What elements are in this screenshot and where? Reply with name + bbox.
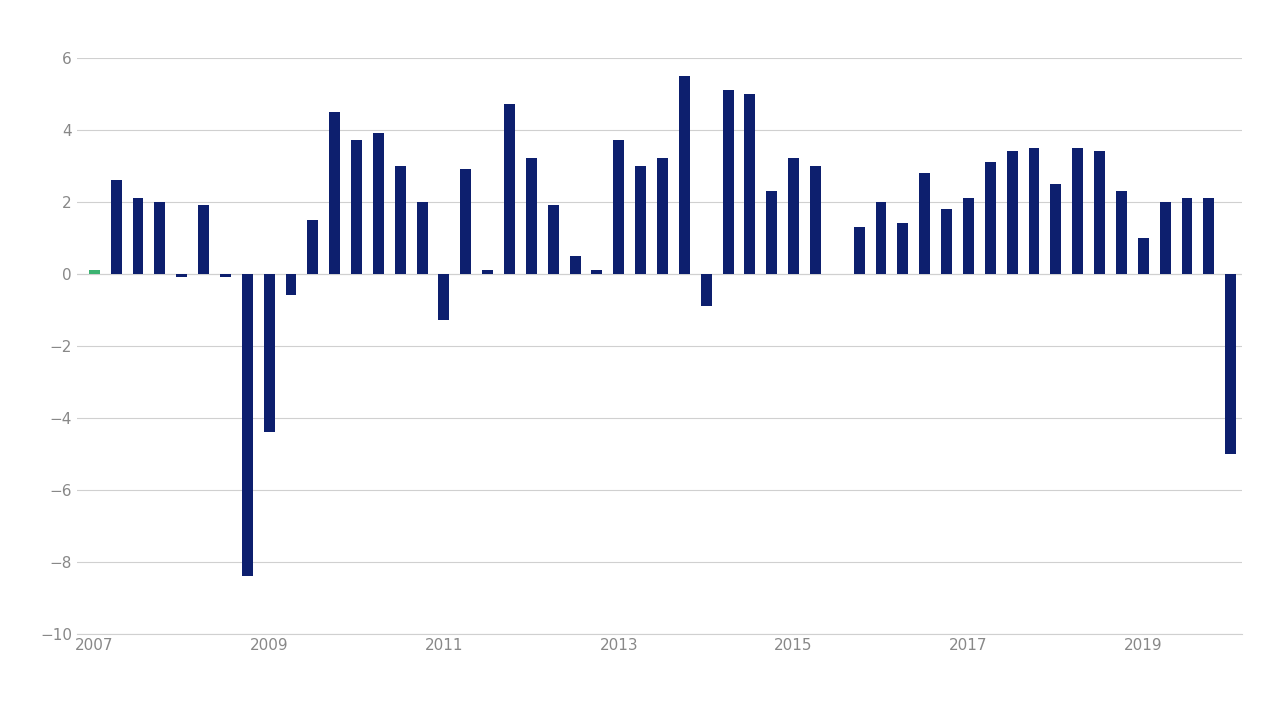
Bar (177, 274, 187, 277)
Bar (591, 270, 603, 274)
Bar (264, 274, 275, 432)
Bar (1181, 198, 1193, 274)
Bar (133, 198, 143, 274)
Bar (285, 274, 297, 295)
Bar (1138, 238, 1148, 274)
Bar (897, 223, 909, 274)
Bar (329, 112, 340, 274)
Bar (876, 202, 887, 274)
Bar (570, 256, 581, 274)
Bar (439, 274, 449, 320)
Bar (919, 173, 931, 274)
Bar (1073, 148, 1083, 274)
Bar (88, 270, 100, 274)
Bar (307, 220, 319, 274)
Bar (155, 202, 165, 274)
Bar (1094, 151, 1105, 274)
Bar (613, 140, 625, 274)
Bar (963, 198, 974, 274)
Bar (788, 158, 799, 274)
Bar (745, 94, 755, 274)
Bar (1116, 191, 1126, 274)
Bar (723, 90, 733, 274)
Bar (394, 166, 406, 274)
Bar (1225, 274, 1236, 454)
Bar (767, 191, 777, 274)
Bar (526, 158, 536, 274)
Bar (1051, 184, 1061, 274)
Bar (110, 180, 122, 274)
Bar (198, 205, 209, 274)
Bar (372, 133, 384, 274)
Bar (1160, 202, 1171, 274)
Bar (1203, 198, 1215, 274)
Bar (220, 274, 230, 277)
Bar (548, 205, 558, 274)
Bar (700, 274, 712, 306)
Bar (1029, 148, 1039, 274)
Bar (504, 104, 515, 274)
Bar (941, 209, 952, 274)
Bar (810, 166, 820, 274)
Bar (242, 274, 252, 576)
Bar (635, 166, 646, 274)
Bar (483, 270, 493, 274)
Bar (984, 162, 996, 274)
Bar (678, 76, 690, 274)
Bar (1006, 151, 1018, 274)
Bar (416, 202, 428, 274)
Bar (351, 140, 362, 274)
Bar (657, 158, 668, 274)
Bar (854, 227, 864, 274)
Bar (461, 169, 471, 274)
